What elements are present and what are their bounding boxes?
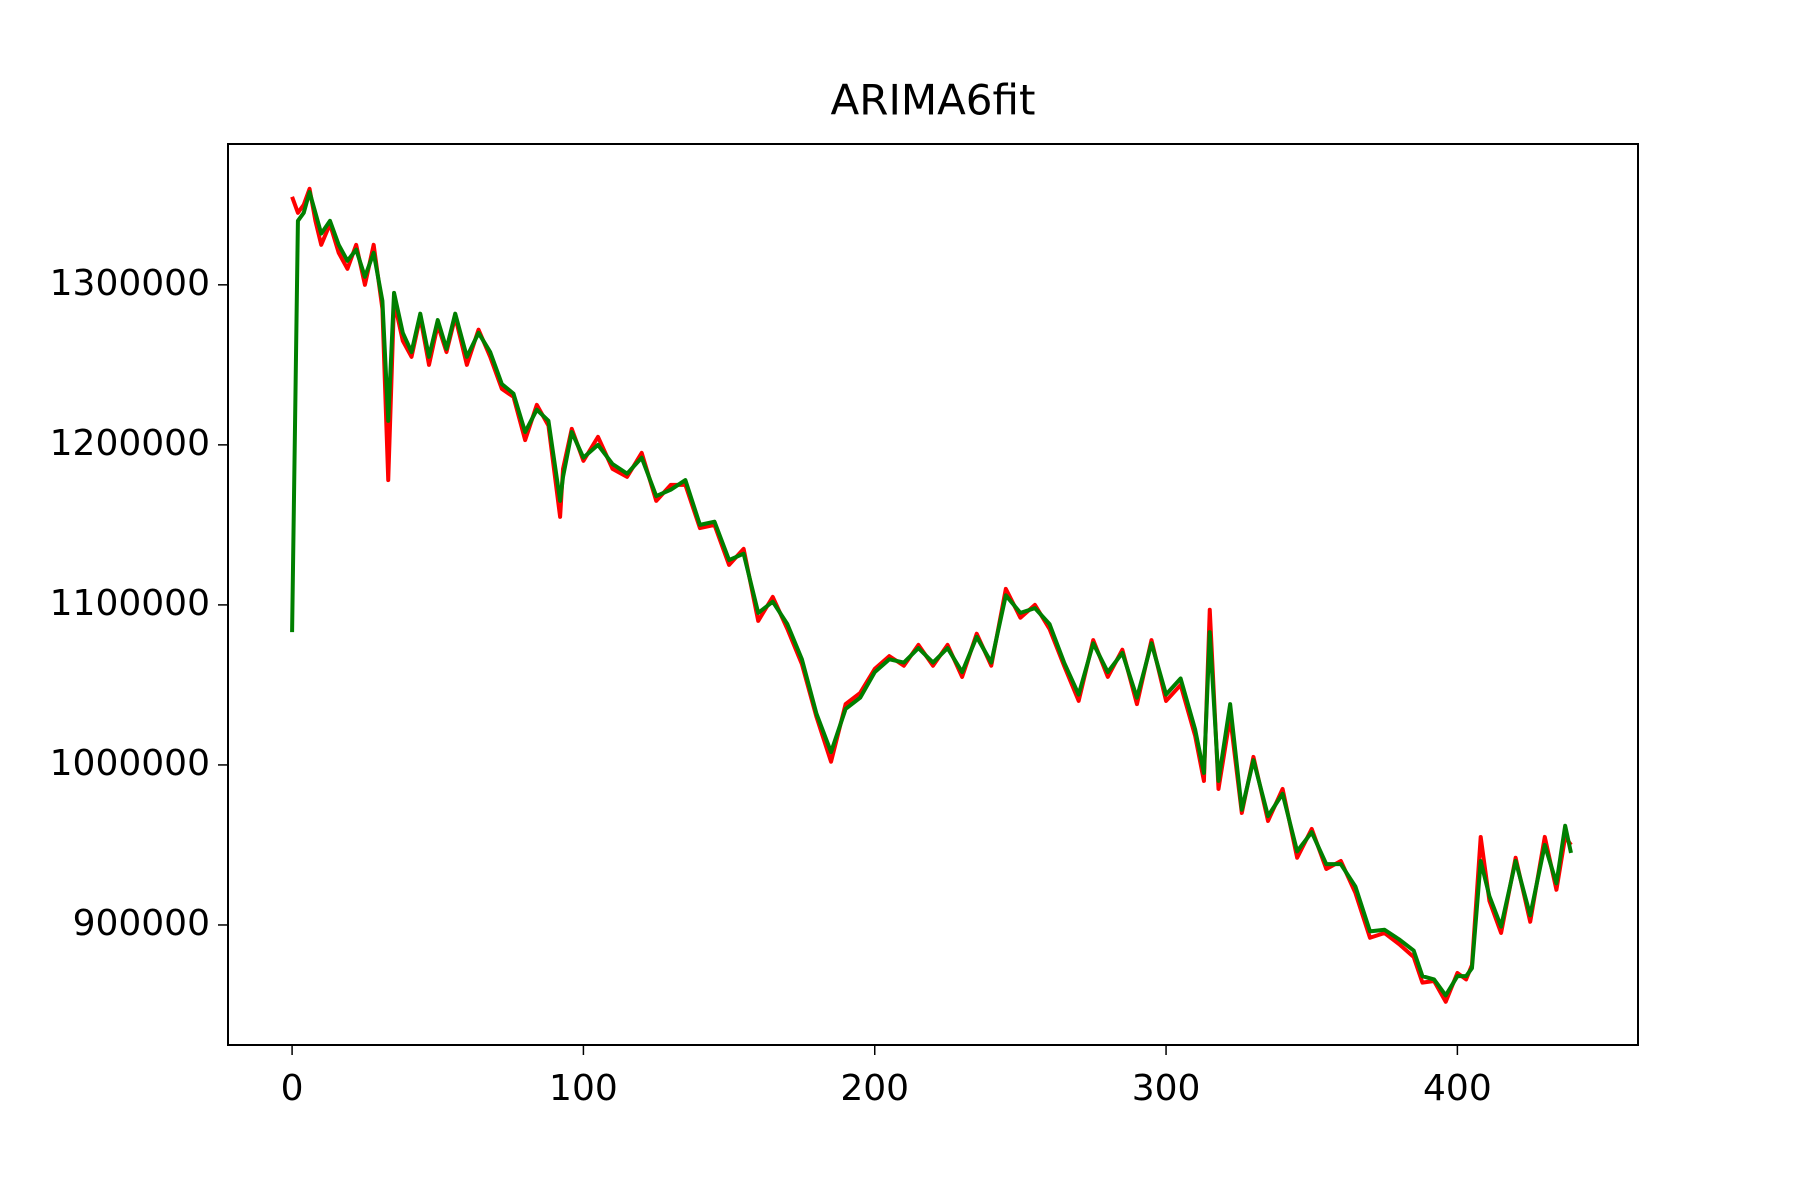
x-tick-label: 0 [281, 1068, 304, 1109]
plot-frame [227, 143, 1639, 1046]
chart-title: ARIMA6fit [831, 76, 1036, 125]
x-tick-label: 400 [1423, 1068, 1492, 1109]
x-tick-label: 300 [1132, 1068, 1201, 1109]
data-line [290, 190, 1573, 998]
y-tick-label: 1300000 [50, 263, 210, 304]
x-tick-label: 200 [840, 1068, 909, 1109]
y-tick-label: 1100000 [50, 583, 210, 624]
y-tick-label: 900000 [73, 903, 210, 944]
data-line [290, 186, 1573, 1004]
y-tick-label: 1000000 [50, 743, 210, 784]
y-tick-label: 1200000 [50, 423, 210, 464]
x-tick-label: 100 [549, 1068, 618, 1109]
